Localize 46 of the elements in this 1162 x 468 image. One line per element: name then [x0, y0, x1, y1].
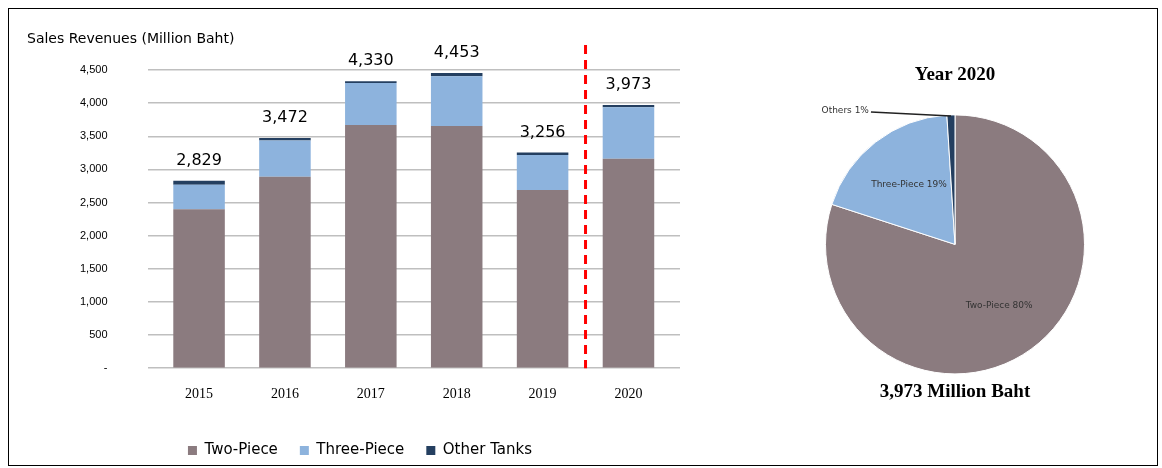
y-tick-label: 1,500: [80, 261, 108, 274]
x-tick-label: 2020: [614, 386, 643, 402]
x-tick-label: 2019: [528, 386, 557, 402]
total-label: 2,829: [176, 149, 222, 169]
slice-label: Three-Piece 19%: [870, 179, 948, 190]
bar: [259, 140, 311, 177]
y-tick-label: 2,000: [80, 228, 108, 241]
bar: [345, 83, 397, 125]
total-label: 3,256: [519, 121, 566, 141]
total-label: 4,330: [347, 50, 394, 70]
x-tick-label: 2018: [442, 386, 471, 402]
y-tick-label: 500: [89, 328, 108, 341]
bar: [430, 126, 483, 368]
total-label: 4,453: [433, 42, 480, 62]
bar: [259, 176, 311, 368]
x-tick-label: 2017: [356, 386, 385, 402]
bar: [430, 73, 483, 77]
y-tick-label: 3,500: [80, 129, 108, 142]
legend-label: Other Tanks: [442, 440, 533, 459]
bar: [173, 209, 225, 368]
bar: [602, 158, 655, 368]
chart-title: Year 2020: [914, 63, 996, 85]
y-tick-label: 3,000: [80, 162, 108, 175]
bar: [516, 189, 569, 368]
legend-label: Two-Piece: [203, 440, 278, 459]
bar: [173, 180, 225, 185]
slice-label: Two-Piece 80%: [964, 299, 1034, 310]
total-label: 3,472: [262, 107, 308, 127]
y-tick-label: -: [103, 361, 108, 374]
bar: [173, 184, 225, 210]
y-tick-label: 2,500: [80, 195, 108, 208]
x-tick-label: 2015: [185, 386, 214, 402]
x-tick-label: 2016: [270, 386, 299, 402]
bar: [516, 152, 569, 155]
bar: [345, 125, 397, 368]
bar: [516, 154, 569, 190]
y-axis-title: Sales Revenues (Million Baht): [27, 30, 235, 46]
slice-label: Others 1%: [821, 105, 870, 116]
total-label: 3,973: [605, 74, 652, 94]
y-tick-label: 4,500: [80, 63, 108, 76]
text: 3,973 Million Baht: [878, 380, 1032, 402]
bar: [430, 76, 483, 126]
legend-label: Three-Piece: [315, 440, 405, 459]
bar: [602, 107, 655, 159]
y-tick-label: 1,000: [80, 294, 108, 307]
y-tick-label: 4,000: [80, 96, 108, 109]
